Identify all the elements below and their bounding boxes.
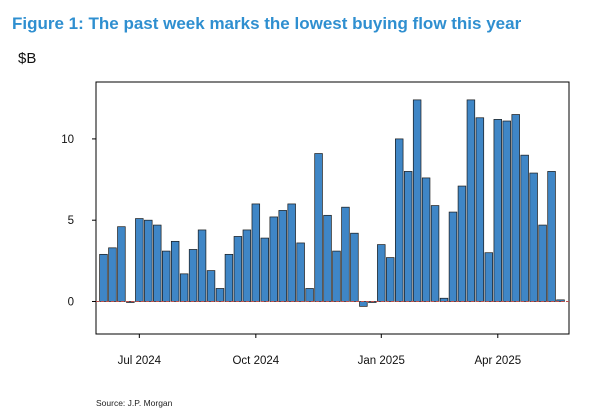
bar [359, 301, 368, 307]
bar [484, 252, 494, 302]
bar [386, 257, 395, 302]
bar [466, 99, 476, 302]
bar [251, 203, 261, 302]
bar [144, 219, 153, 302]
bar [323, 214, 332, 302]
bar [135, 218, 144, 302]
bar [421, 177, 431, 302]
bar [314, 153, 323, 302]
bar [188, 249, 198, 302]
bar [439, 297, 449, 302]
bar [403, 171, 413, 302]
bar [269, 216, 278, 302]
x-tick-label: Apr 2025 [474, 355, 521, 367]
bar [556, 299, 565, 302]
y-axis-unit-label: $B [18, 50, 37, 67]
bar [529, 172, 538, 302]
x-tick-label: Jan 2025 [358, 355, 405, 367]
y-tick-label: 10 [61, 134, 74, 146]
bar [287, 203, 296, 302]
bar [197, 229, 207, 302]
bar [305, 288, 314, 302]
bar [117, 226, 126, 302]
bar [242, 229, 252, 302]
bar [162, 250, 171, 302]
bar [377, 244, 386, 302]
bar [493, 119, 502, 302]
bar [511, 114, 520, 302]
bar [233, 236, 243, 302]
bar [457, 185, 467, 302]
bar [153, 224, 162, 302]
x-tick-label: Jul 2024 [118, 355, 162, 367]
bar [475, 117, 485, 302]
bar [341, 206, 350, 302]
bar [332, 250, 341, 302]
bar [395, 138, 404, 302]
bar [108, 247, 117, 302]
bar [412, 99, 422, 302]
bar [179, 273, 189, 302]
x-tick-label: Oct 2024 [232, 355, 279, 367]
bar [260, 237, 269, 302]
source-note: Source: J.P. Morgan [96, 398, 173, 408]
bar [278, 210, 287, 302]
y-tick-label: 5 [68, 215, 74, 227]
bar [538, 224, 547, 302]
bar [170, 240, 180, 302]
bar [215, 288, 225, 302]
bar [350, 232, 359, 302]
bar [430, 205, 440, 302]
bar [224, 253, 234, 302]
chart-title: Figure 1: The past week marks the lowest… [12, 14, 522, 33]
bar [296, 242, 305, 302]
bar [206, 270, 216, 302]
bar [547, 171, 556, 302]
bar [502, 120, 511, 302]
y-tick-label: 0 [68, 296, 74, 308]
bar [99, 253, 108, 302]
plot-frame [95, 81, 570, 335]
bar [448, 211, 458, 302]
bar [520, 154, 529, 302]
